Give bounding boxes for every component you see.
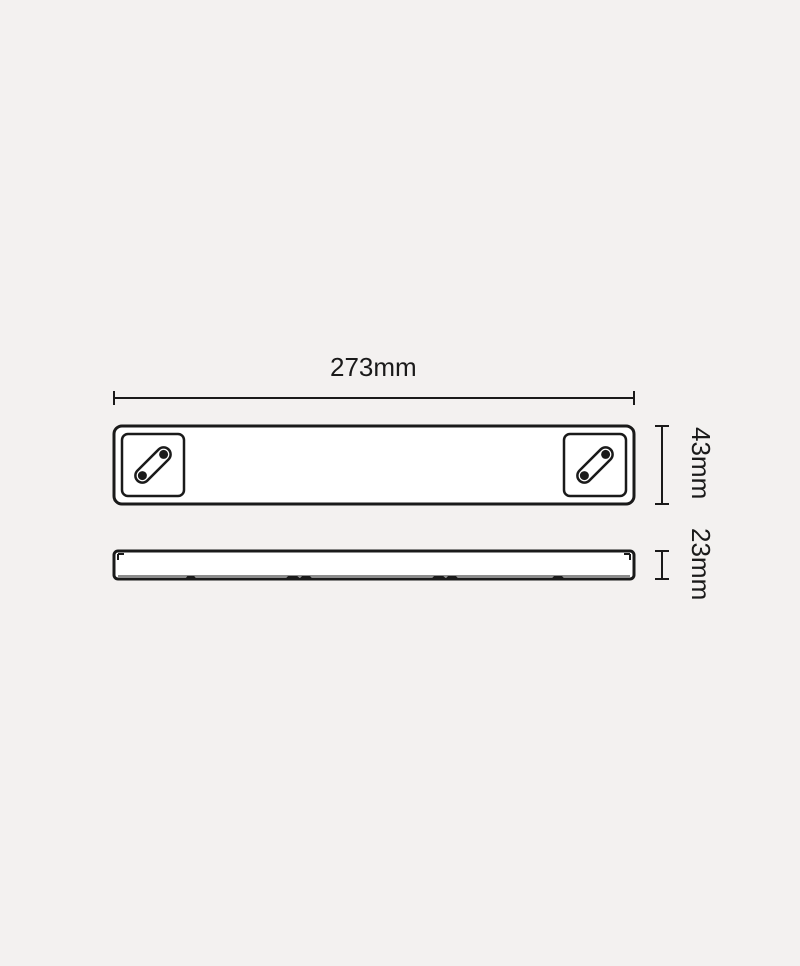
side-view <box>0 0 800 966</box>
diagram-canvas: 273mm 43mm 23mm <box>0 0 800 966</box>
